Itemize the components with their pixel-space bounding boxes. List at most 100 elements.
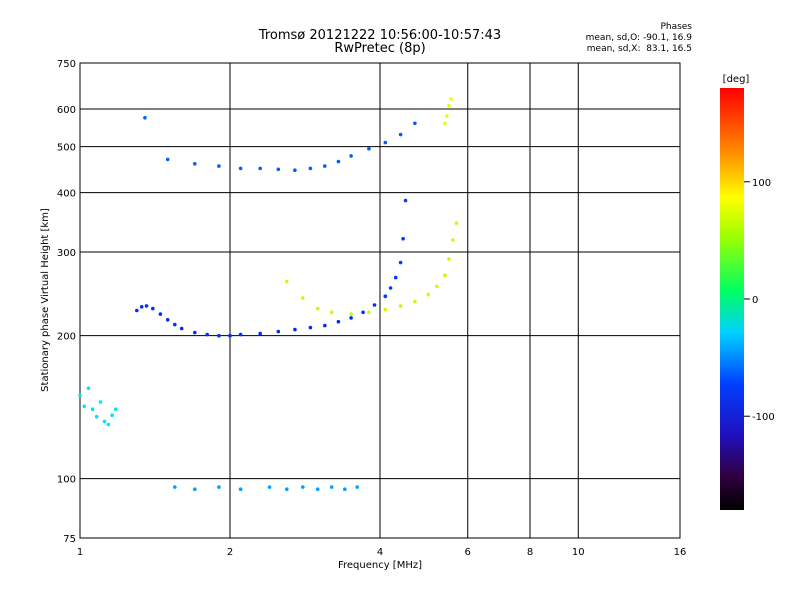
y-tick-labels: 75 100 200 300 400 500 600 750 [57, 59, 76, 545]
y-tick-label: 200 [57, 332, 76, 343]
colorbar-tick-label: -100 [752, 412, 775, 423]
echo-point [217, 164, 221, 168]
echo-point [78, 393, 82, 397]
echo-point [151, 306, 155, 311]
echo-point [143, 116, 147, 120]
echo-point [443, 273, 447, 278]
echo-point [193, 330, 197, 335]
echo-point [336, 319, 341, 324]
y-tick-label: 400 [57, 189, 76, 200]
echo-point [205, 332, 209, 337]
echo-point [217, 333, 221, 338]
echo-point [349, 154, 353, 158]
x-tick-label: 2 [227, 547, 233, 558]
echo-point [165, 157, 170, 162]
echo-point [361, 310, 365, 315]
phase-info: Phases mean, sd,O: -90.1, 16.9 mean, sd,… [586, 22, 692, 55]
echo-point [267, 485, 272, 489]
y-tick-label: 600 [57, 105, 76, 116]
echo-point [276, 167, 281, 172]
echo-point [398, 304, 403, 308]
y-tick-label: 500 [57, 143, 76, 154]
echo-points [78, 97, 459, 492]
y-tick-label: 100 [57, 475, 76, 486]
echo-point [110, 413, 114, 418]
colorbar [720, 88, 744, 510]
phase-heading: Phases [660, 22, 692, 32]
echo-point [336, 159, 341, 164]
echo-point [443, 121, 447, 126]
echo-point [217, 485, 221, 489]
echo-point [238, 166, 243, 171]
echo-point [315, 306, 320, 311]
echo-point [308, 166, 313, 171]
echo-point [193, 487, 197, 492]
echo-point [355, 485, 360, 489]
x-tick-labels: 1 2 4 6 8 10 16 [77, 547, 687, 558]
chart-subtitle: RwPretec (8p) [334, 41, 426, 56]
echo-point [238, 487, 243, 492]
x-tick-label: 1 [77, 547, 83, 558]
echo-point [165, 318, 170, 322]
colorbar-ticks: 100 0 -100 [744, 178, 775, 423]
echo-point [106, 422, 111, 427]
x-tick-label: 8 [527, 547, 533, 558]
echo-point [372, 303, 377, 307]
echo-point [301, 485, 305, 489]
x-tick-label: 10 [572, 547, 585, 558]
phase-x-stats: mean, sd,X: 83.1, 16.5 [586, 44, 692, 54]
echo-point [383, 294, 388, 299]
y-tick-label: 750 [57, 59, 76, 70]
echo-point [173, 322, 177, 327]
echo-point [86, 386, 91, 391]
echo-point [228, 333, 232, 338]
echo-point [258, 166, 263, 171]
echo-point [349, 316, 353, 320]
echo-point [301, 296, 305, 300]
y-tick-label: 75 [63, 534, 76, 545]
echo-point [367, 146, 371, 151]
y-axis-label: Stationary phase Virtual Height [km] [40, 208, 51, 392]
colorbar-label: [deg] [723, 74, 750, 85]
echo-point [388, 286, 393, 290]
echo-point [403, 198, 408, 203]
phase-o-stats: mean, sd,O: -90.1, 16.9 [585, 33, 692, 43]
x-tick-label: 4 [377, 547, 383, 558]
echo-point [98, 400, 103, 404]
echo-point [238, 332, 243, 337]
chart-title: Tromsø 20121222 10:56:00-10:57:43 [258, 28, 502, 43]
echo-point [323, 323, 327, 328]
echo-point [94, 414, 99, 419]
echo-point [413, 299, 417, 304]
echo-point [426, 292, 431, 297]
echo-point [349, 312, 353, 316]
echo-point [323, 164, 327, 168]
grid-lines [80, 63, 680, 538]
echo-point [258, 331, 263, 336]
echo-point [367, 310, 371, 315]
echo-point [393, 275, 398, 280]
x-tick-label: 6 [465, 547, 471, 558]
echo-point [114, 407, 118, 412]
echo-point [173, 485, 177, 489]
echo-point [158, 312, 163, 316]
echo-point [445, 114, 449, 118]
echo-point [135, 308, 139, 313]
echo-point [435, 284, 439, 289]
echo-point [308, 325, 313, 330]
echo-point [447, 103, 451, 108]
echo-point [193, 162, 197, 166]
echo-point [82, 404, 87, 409]
echo-point [179, 326, 184, 331]
x-axis-label: Frequency [MHz] [338, 560, 422, 571]
echo-point [139, 305, 144, 309]
echo-point [90, 407, 95, 412]
colorbar-tick-label: 100 [752, 178, 771, 189]
echo-point [343, 487, 347, 492]
echo-point [285, 487, 289, 492]
echo-point [329, 485, 334, 489]
echo-point [144, 304, 149, 308]
echo-point [451, 238, 455, 242]
echo-point [285, 279, 289, 284]
